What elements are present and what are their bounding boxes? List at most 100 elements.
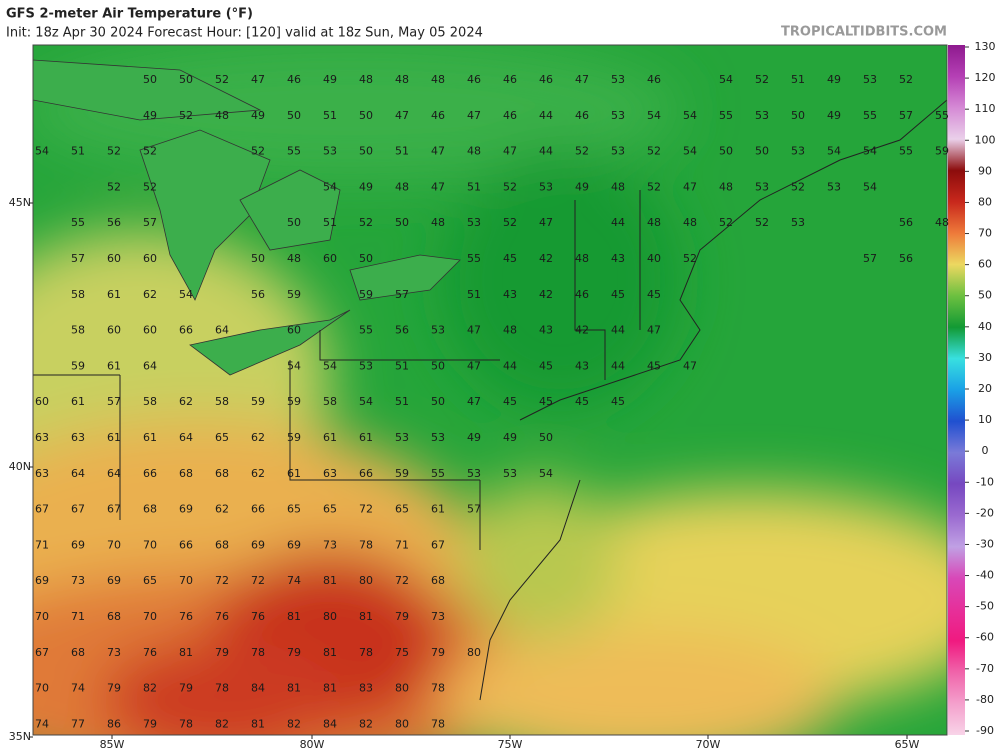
lon-label: 75W [498,738,523,751]
temperature-value: 44 [611,324,625,337]
temperature-value: 51 [395,359,409,372]
temperature-value: 81 [287,682,301,695]
temperature-value: 50 [791,109,805,122]
site-credit: TROPICALTIDBITS.COM [781,25,947,40]
temperature-value: 73 [71,574,85,587]
lon-label: 80W [300,738,325,751]
lon-label: 85W [100,738,125,751]
temperature-value: 45 [539,395,553,408]
temperature-value: 68 [215,467,229,480]
temperature-value: 50 [431,359,445,372]
temperature-value: 49 [503,431,517,444]
temperature-value: 52 [719,216,733,229]
borders [33,99,947,701]
temperature-value: 53 [755,180,769,193]
temperature-value: 53 [863,73,877,86]
temperature-value: 76 [143,646,157,659]
temperature-value: 76 [215,610,229,623]
temperature-value: 51 [467,288,481,301]
temperature-value: 52 [683,252,697,265]
temperature-value: 72 [215,574,229,587]
temperature-value: 81 [323,646,337,659]
temperature-value: 54 [539,467,553,480]
temperature-value: 58 [323,395,337,408]
temperature-value: 48 [287,252,301,265]
temperature-value: 54 [863,180,877,193]
temperature-value: 57 [467,503,481,516]
temperature-value: 50 [287,216,301,229]
temperature-value: 61 [287,467,301,480]
temperature-value: 68 [179,467,193,480]
temperature-value: 45 [611,288,625,301]
temperature-value: 70 [35,610,49,623]
temperature-value: 69 [251,538,265,551]
temperature-value: 56 [899,216,913,229]
temperature-value: 54 [287,359,301,372]
temperature-value: 43 [611,252,625,265]
temperature-value: 86 [107,717,121,730]
temperature-value: 59 [935,145,949,158]
lat-label: 40N [9,460,31,473]
temperature-value: 53 [827,180,841,193]
temperature-value: 61 [107,359,121,372]
temperature-value: 47 [467,324,481,337]
temperature-value: 68 [71,646,85,659]
temperature-value: 52 [359,216,373,229]
temperature-value: 47 [683,180,697,193]
temperature-value: 49 [575,180,589,193]
temperature-value: 44 [611,359,625,372]
temperature-value: 45 [611,395,625,408]
temperature-value: 80 [395,717,409,730]
temperature-value: 54 [35,145,49,158]
temperature-value: 51 [395,395,409,408]
temperature-value: 49 [827,73,841,86]
temperature-value: 79 [179,682,193,695]
temperature-value: 43 [503,288,517,301]
temperature-value: 44 [611,216,625,229]
temperature-value: 45 [647,359,661,372]
temperature-value: 61 [107,288,121,301]
temperature-value: 50 [539,431,553,444]
temperature-value: 62 [251,431,265,444]
temperature-value: 80 [467,646,481,659]
temperature-value: 49 [251,109,265,122]
temperature-value: 69 [179,503,193,516]
temperature-value: 84 [323,717,337,730]
temperature-value: 62 [215,503,229,516]
temperature-value: 74 [35,717,49,730]
temperature-value: 54 [179,288,193,301]
temperature-value: 61 [431,503,445,516]
temperature-value: 67 [431,538,445,551]
temperature-value: 45 [575,395,589,408]
temperature-value: 81 [323,574,337,587]
temperature-value: 79 [143,717,157,730]
temperature-value: 63 [35,467,49,480]
lakes [33,59,461,376]
temperature-value: 46 [287,73,301,86]
temperature-value: 67 [35,646,49,659]
temperature-value: 55 [863,109,877,122]
colorbar-label: -20 [976,506,994,519]
temperature-value: 52 [143,180,157,193]
colorbar-label: 100 [975,133,996,146]
temperature-value: 50 [359,109,373,122]
temperature-value: 66 [359,467,373,480]
colorbar-label: -50 [976,600,994,613]
temperature-value: 61 [323,431,337,444]
temperature-value: 47 [503,145,517,158]
temperature-value: 69 [287,538,301,551]
colorbar-label: 40 [978,320,992,333]
temperature-value: 66 [179,538,193,551]
colorbar-label: 120 [975,71,996,84]
temperature-value: 60 [107,324,121,337]
temperature-value: 63 [323,467,337,480]
temperature-value: 52 [215,73,229,86]
temperature-value: 52 [755,73,769,86]
temperature-value: 65 [287,503,301,516]
temperature-value: 48 [935,216,949,229]
temperature-value: 55 [71,216,85,229]
temperature-value: 50 [359,145,373,158]
temperature-value: 59 [359,288,373,301]
temperature-value: 48 [467,145,481,158]
temperature-value: 68 [107,610,121,623]
